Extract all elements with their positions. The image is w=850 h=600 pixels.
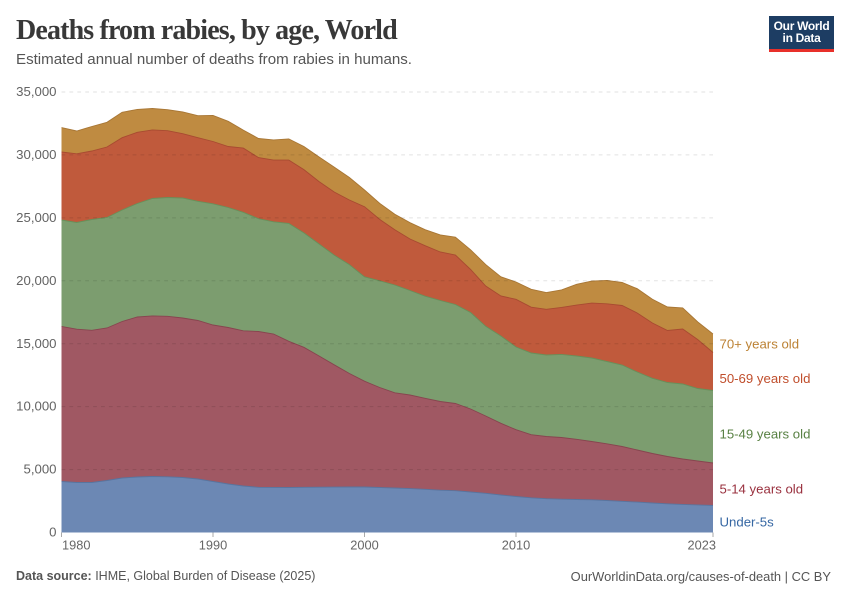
svg-text:2000: 2000 (350, 538, 378, 553)
svg-text:15-49 years old: 15-49 years old (720, 426, 811, 441)
svg-text:10,000: 10,000 (16, 399, 56, 414)
svg-text:2010: 2010 (502, 538, 530, 553)
svg-text:5-14 years old: 5-14 years old (720, 481, 804, 496)
svg-text:50-69 years old: 50-69 years old (720, 371, 811, 386)
svg-text:Under-5s: Under-5s (720, 514, 775, 529)
svg-text:35,000: 35,000 (16, 84, 56, 99)
svg-text:25,000: 25,000 (16, 210, 56, 225)
svg-text:5,000: 5,000 (23, 462, 56, 477)
svg-text:0: 0 (49, 525, 56, 540)
svg-text:20,000: 20,000 (16, 273, 56, 288)
svg-text:2023: 2023 (688, 538, 716, 553)
svg-text:30,000: 30,000 (16, 147, 56, 162)
svg-text:15,000: 15,000 (16, 336, 56, 351)
svg-text:70+ years old: 70+ years old (720, 336, 800, 351)
svg-text:1990: 1990 (199, 538, 227, 553)
svg-text:1980: 1980 (62, 538, 90, 553)
